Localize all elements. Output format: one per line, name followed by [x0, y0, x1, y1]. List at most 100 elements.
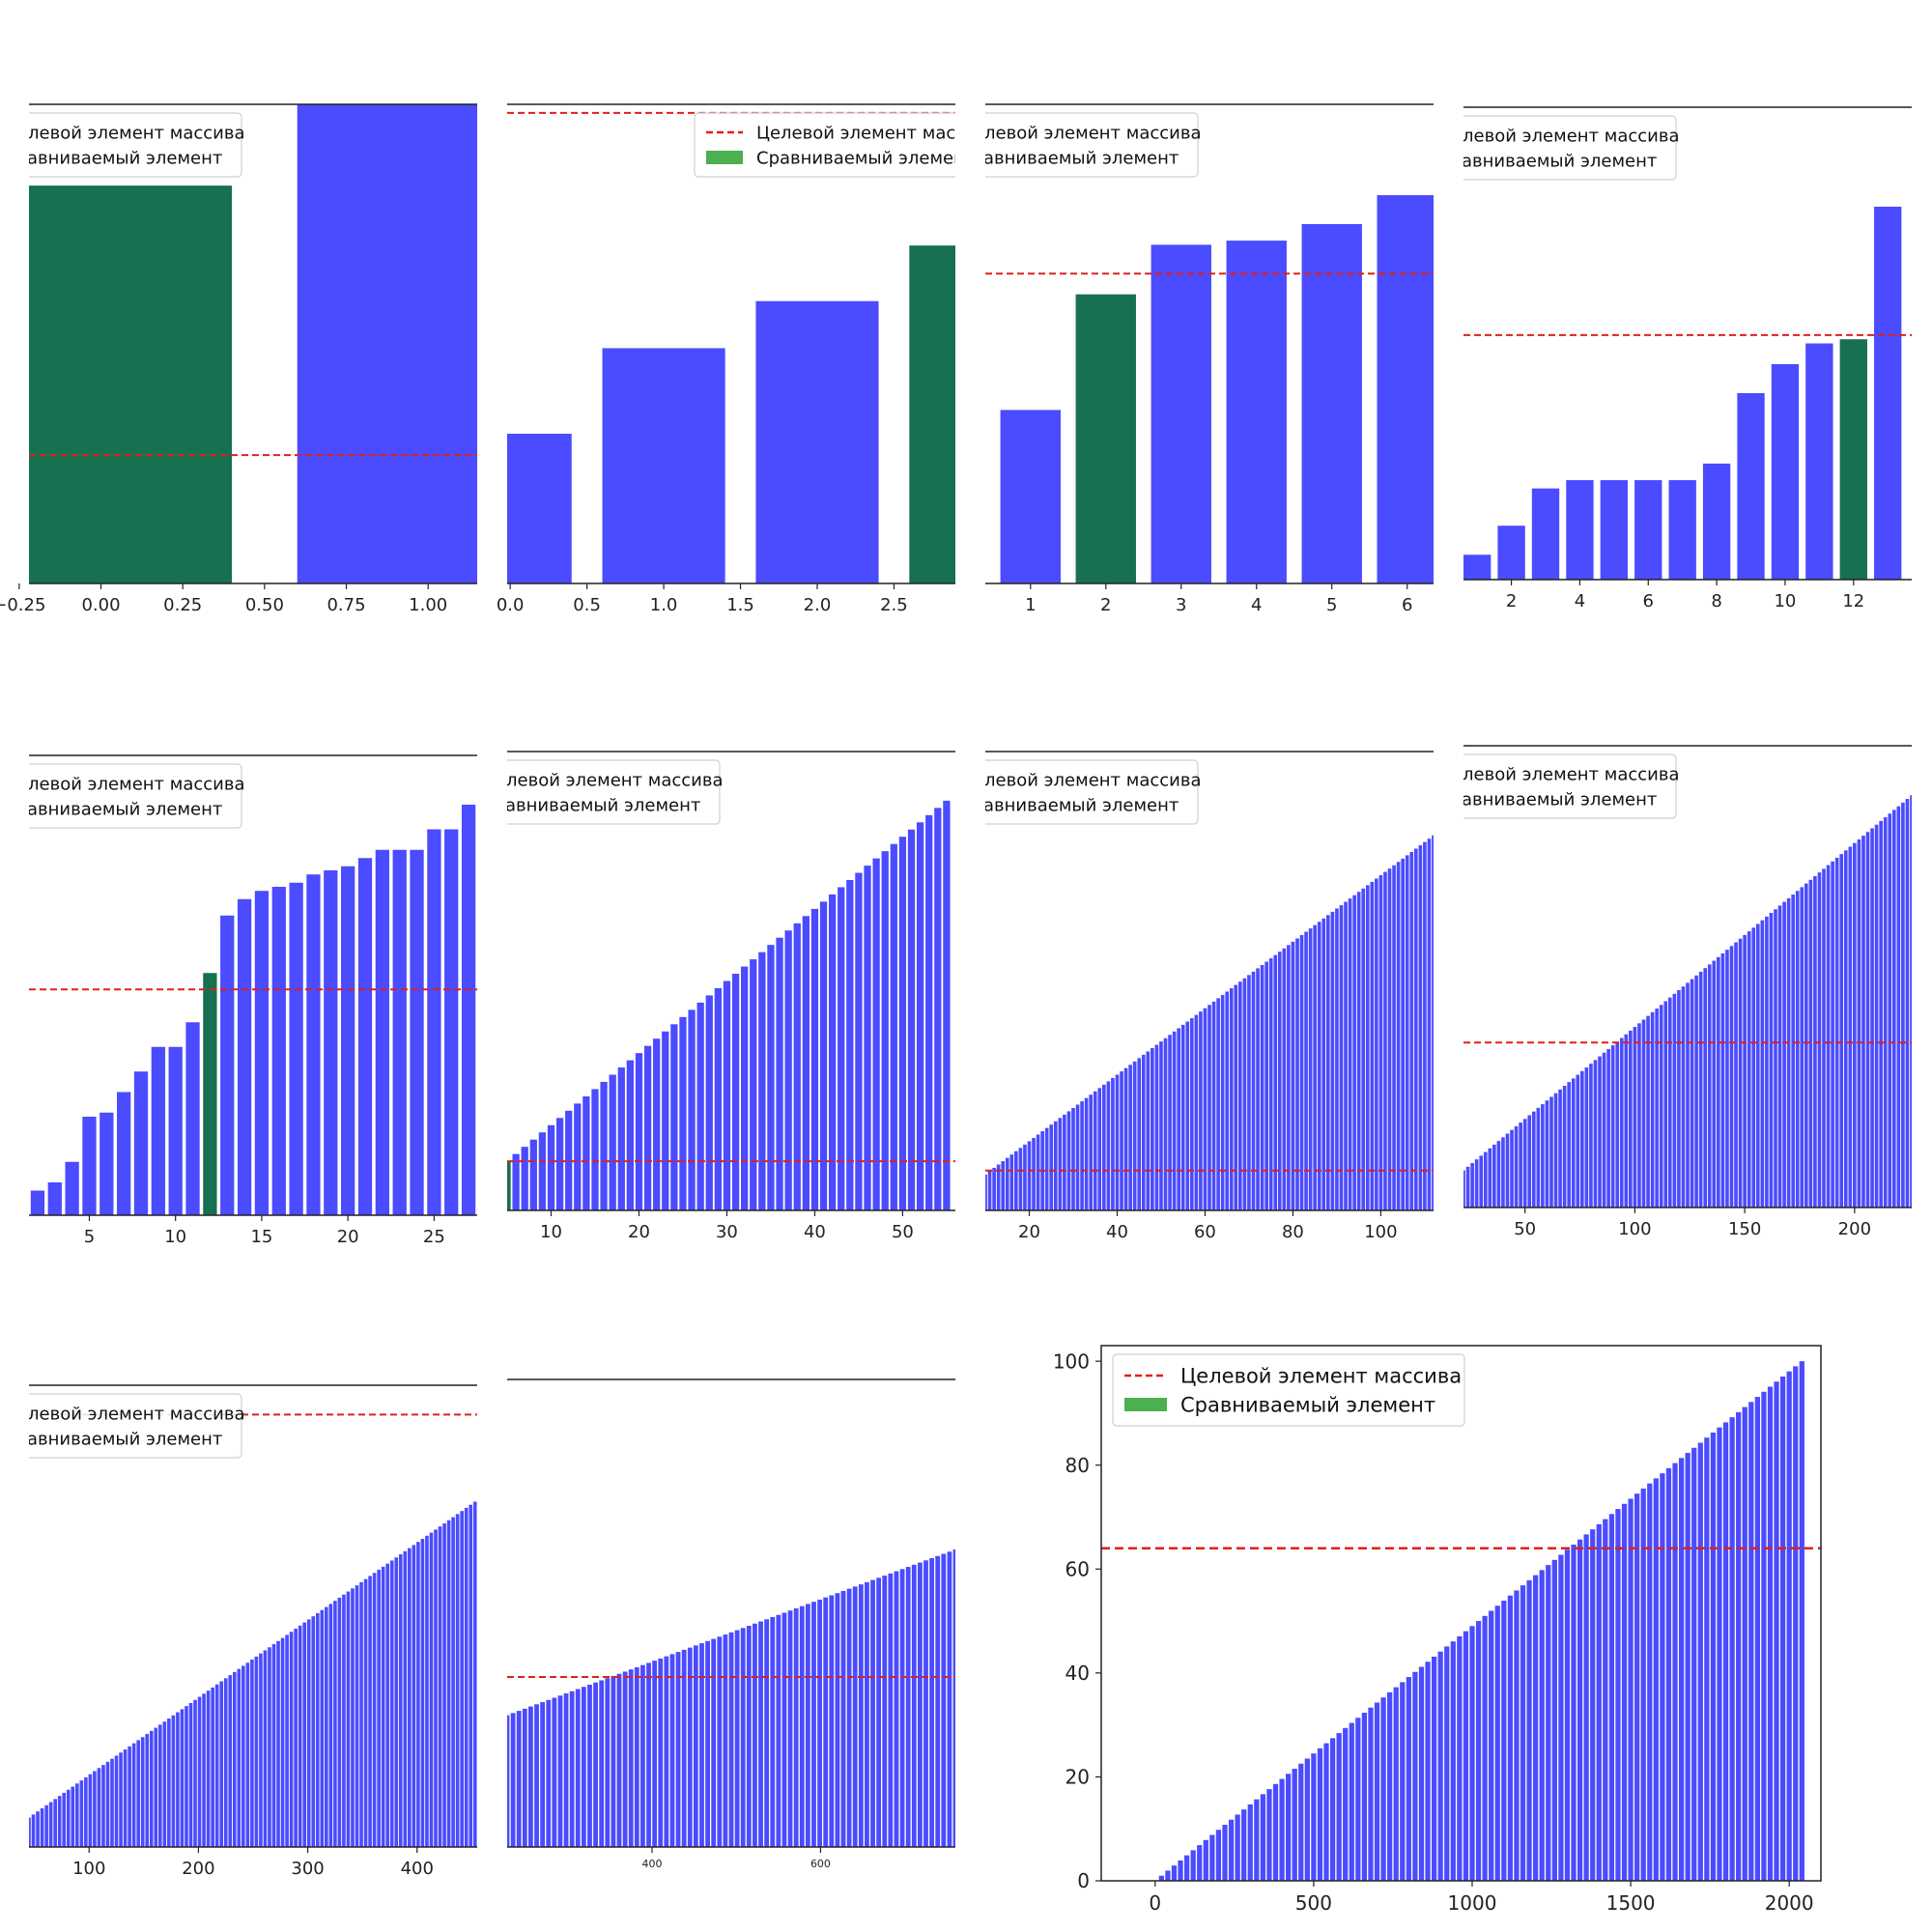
bar — [250, 1660, 254, 1847]
bar — [1339, 905, 1344, 1210]
bar — [1738, 938, 1743, 1208]
bar — [1238, 981, 1242, 1210]
bar — [600, 1082, 608, 1210]
bar — [1519, 1122, 1522, 1208]
bar — [1154, 1044, 1159, 1210]
plot-area — [1463, 795, 1912, 1208]
bar — [1660, 1473, 1665, 1881]
x-tick-label: 1.5 — [726, 595, 754, 615]
bar — [538, 1132, 547, 1210]
bar — [1215, 1830, 1222, 1881]
bar — [929, 1558, 934, 1847]
bar — [1009, 1154, 1014, 1210]
bar — [408, 1548, 412, 1847]
legend-box — [1463, 115, 1677, 181]
bar — [1751, 927, 1756, 1208]
legend-target-label: Целевой элемент массива — [4, 123, 245, 143]
bar — [1691, 1447, 1697, 1881]
bar — [71, 1786, 75, 1847]
bar — [342, 1594, 346, 1847]
bar — [1777, 905, 1782, 1208]
bar — [66, 1789, 71, 1847]
x-tick-label: 0 — [1149, 1891, 1161, 1915]
x-tick-label: 50 — [1514, 1219, 1536, 1239]
bar — [852, 1586, 858, 1847]
bar — [1298, 1763, 1304, 1881]
chart-panel-7: 20 40 60 80 100 Целевой элемент массива Сравни… — [985, 751, 1434, 1242]
bar — [1549, 1096, 1553, 1208]
bar — [1475, 1621, 1482, 1881]
legend-compared-handle — [706, 151, 743, 164]
bar — [1393, 1687, 1399, 1881]
bar — [140, 1737, 145, 1847]
bar — [188, 1702, 193, 1847]
legend: Целевой элемент массива Сравниваемый элем… — [507, 759, 724, 825]
bar — [351, 1588, 355, 1847]
bar — [398, 1554, 403, 1847]
bar — [1343, 1727, 1349, 1881]
bar — [616, 1673, 622, 1847]
bar — [1032, 1137, 1036, 1210]
bar — [1344, 901, 1348, 1210]
bar — [285, 1634, 289, 1847]
legend: Целевой элемент массива Сравниваемый элем… — [29, 1393, 245, 1459]
compared-bar — [1839, 339, 1867, 580]
bar — [1378, 875, 1383, 1210]
bar — [652, 1661, 658, 1847]
bar — [180, 1709, 185, 1847]
bar — [1260, 1794, 1265, 1881]
bar — [911, 1564, 917, 1847]
bar — [793, 923, 801, 1210]
bar — [1355, 1718, 1361, 1881]
bar — [1800, 887, 1804, 1208]
bar — [819, 901, 828, 1210]
bar — [507, 434, 572, 583]
bar — [1000, 410, 1061, 583]
bar — [1571, 1078, 1576, 1208]
bar — [1159, 1041, 1163, 1210]
bar — [1551, 1559, 1557, 1881]
bar — [587, 1684, 592, 1847]
x-tick-label: 1 — [1025, 595, 1036, 615]
bar — [110, 1758, 114, 1847]
bar — [753, 1623, 757, 1847]
x-tick-label: 150 — [1728, 1219, 1761, 1239]
plot-area — [507, 1549, 955, 1847]
bar — [1593, 1060, 1598, 1208]
bar — [1729, 1417, 1735, 1881]
bar — [1203, 1839, 1208, 1881]
bar — [412, 1545, 416, 1847]
bar — [1222, 1825, 1228, 1881]
bar — [297, 104, 477, 583]
x-tick-label: 40 — [804, 1222, 826, 1242]
bar — [337, 1597, 342, 1847]
bar — [1603, 1519, 1608, 1881]
bar — [905, 1567, 911, 1847]
x-tick-label: 5 — [1326, 595, 1337, 615]
bar — [1761, 1391, 1767, 1881]
bar — [916, 822, 924, 1210]
bar — [1729, 946, 1734, 1208]
bar — [237, 898, 252, 1215]
bar — [646, 1662, 651, 1847]
legend-box — [29, 763, 242, 829]
bar — [57, 1796, 62, 1847]
bar — [48, 1802, 53, 1847]
bar — [1063, 1114, 1066, 1210]
plot-area — [29, 104, 477, 583]
bar — [1628, 1498, 1634, 1881]
bar — [359, 1581, 363, 1847]
bar — [1765, 916, 1769, 1208]
bar — [1368, 1707, 1374, 1881]
bar — [1260, 964, 1264, 1210]
bar — [1736, 1411, 1742, 1881]
bar — [1437, 1651, 1443, 1881]
bar — [74, 1783, 79, 1847]
bar — [1027, 1141, 1032, 1210]
bar — [375, 849, 389, 1215]
bar — [1808, 879, 1813, 1208]
bar — [1405, 855, 1409, 1210]
bar — [1782, 901, 1786, 1208]
bar — [1634, 1493, 1640, 1881]
bar — [996, 1164, 1001, 1210]
